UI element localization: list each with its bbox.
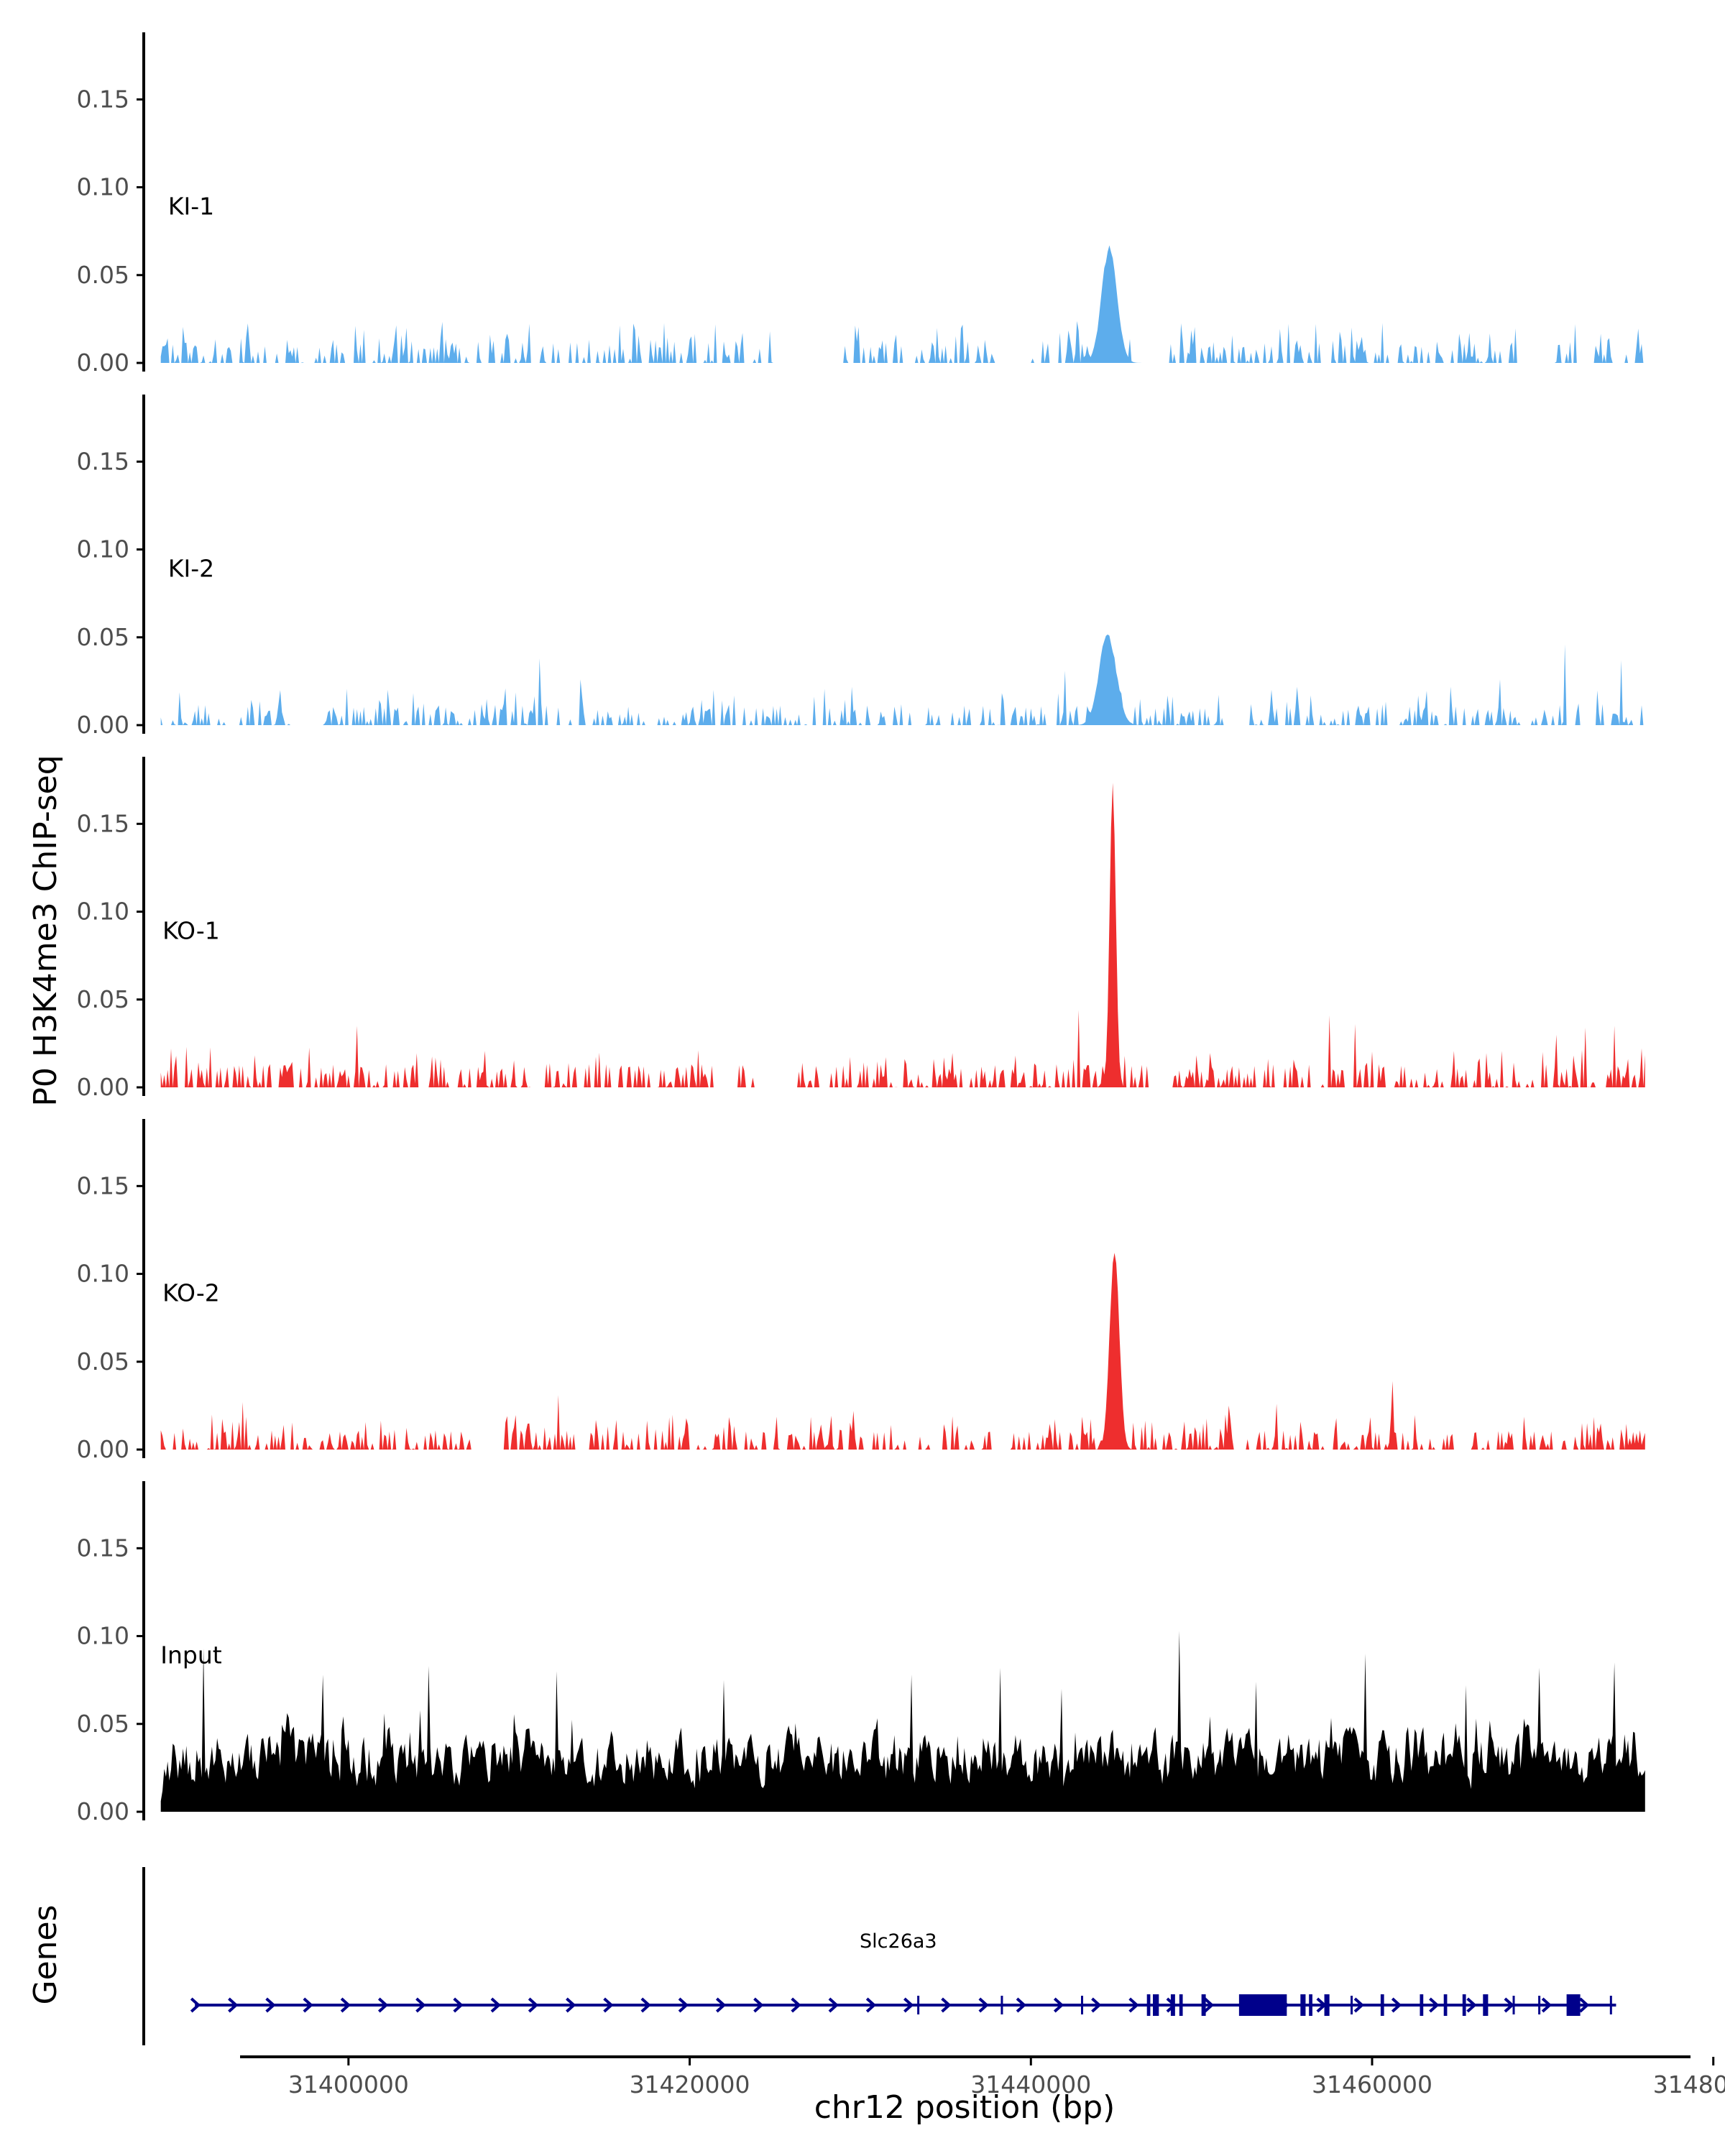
strand-arrow — [566, 1997, 576, 2013]
y-tick-label: 0.00 — [77, 1435, 129, 1463]
strand-arrow — [791, 1997, 801, 2013]
genes-axis-title: Genes — [27, 1904, 64, 2004]
axis-titles: P0 H3K4me3 ChIP-seq Genes chr12 position… — [27, 755, 1115, 2126]
strand-arrow — [265, 1997, 276, 2013]
track-label: KI-2 — [168, 554, 214, 582]
track-panel-KI-1: 0.00 0.05 0.10 0.15 KI-1 — [77, 32, 1645, 377]
y-tick-label: 0.15 — [77, 809, 129, 837]
strand-arrow — [1541, 1997, 1552, 2013]
signal-area-KI-2 — [160, 634, 1645, 725]
x-tick-label: 31460000 — [1312, 2070, 1432, 2099]
signal-area-KO-1 — [160, 783, 1645, 1087]
gene-exon — [1170, 1994, 1175, 2016]
gene-exon — [1201, 1994, 1206, 2016]
gene-track: Slc26a3 — [142, 1867, 1616, 2045]
y-tick-label: 0.00 — [77, 711, 129, 739]
strand-arrow — [1353, 1997, 1365, 2013]
strand-arrow — [1203, 1997, 1215, 2013]
y-tick-label: 0.15 — [77, 1534, 129, 1562]
gene-exon — [1380, 1994, 1384, 2016]
strand-arrow — [678, 1997, 689, 2013]
gene-exon — [1309, 1994, 1312, 2016]
strand-arrow — [828, 1997, 839, 2013]
y-tick-label: 0.15 — [77, 447, 129, 475]
track-panel-KI-2: 0.00 0.05 0.10 0.15 KI-2 — [77, 395, 1645, 739]
x-tick-label: 31480000 — [1653, 2070, 1725, 2099]
strand-arrow — [1579, 1997, 1590, 2013]
gene-exon — [1420, 1994, 1424, 2016]
strand-arrow — [603, 1997, 614, 2013]
gene-name-label: Slc26a3 — [860, 1930, 937, 1953]
strand-arrow — [415, 1997, 426, 2013]
track-label: KO-1 — [162, 916, 220, 944]
y-tick-label: 0.15 — [77, 1171, 129, 1199]
strand-arrow — [190, 1997, 201, 2013]
y-tick-label: 0.10 — [77, 1260, 129, 1288]
strand-arrow — [1053, 1997, 1064, 2013]
gene-exon — [1153, 1994, 1159, 2016]
strand-arrow — [1091, 1997, 1102, 2013]
strand-arrow — [1429, 1997, 1440, 2013]
x-axis: 31400000 31420000 31440000 31460000 31480000 — [240, 2055, 1725, 2099]
track-label: Input — [160, 1641, 222, 1669]
strand-arrow — [453, 1997, 464, 2013]
x-tick-label: 31400000 — [288, 2070, 409, 2099]
y-tick-label: 0.05 — [77, 985, 129, 1013]
strand-arrow — [1391, 1997, 1402, 2013]
strand-arrow — [903, 1997, 914, 2013]
track-label: KO-2 — [162, 1279, 220, 1307]
strand-arrow — [715, 1997, 727, 2013]
y-tick-label: 0.05 — [77, 1348, 129, 1376]
y-tick-label: 0.05 — [77, 1710, 129, 1738]
strand-arrow — [978, 1997, 989, 2013]
track-panel-KO-1: 0.00 0.05 0.10 0.15 KO-1 — [77, 757, 1645, 1101]
strand-arrow — [303, 1997, 313, 2013]
strand-arrow — [865, 1997, 877, 2013]
track-panel-Input: 0.00 0.05 0.10 0.15 Input — [77, 1481, 1645, 1825]
track-panel-KO-2: 0.00 0.05 0.10 0.15 KO-2 — [77, 1119, 1645, 1463]
strand-arrow — [1016, 1997, 1027, 2013]
strand-arrow — [1504, 1997, 1514, 2013]
y-tick-label: 0.05 — [77, 623, 129, 651]
y-axis-title: P0 H3K4me3 ChIP-seq — [27, 755, 64, 1106]
y-tick-label: 0.10 — [77, 1622, 129, 1650]
gene-exon — [1324, 1994, 1330, 2016]
strand-arrow — [753, 1997, 764, 2013]
y-tick-label: 0.15 — [77, 85, 129, 113]
gene-exon — [1443, 1994, 1448, 2016]
strand-arrow — [490, 1997, 501, 2013]
y-tick-label: 0.00 — [77, 1797, 129, 1825]
y-tick-label: 0.00 — [77, 349, 129, 377]
x-tick-label: 31420000 — [630, 2070, 750, 2099]
gene-exon — [1146, 1994, 1151, 2016]
strand-arrow — [377, 1997, 389, 2013]
strand-arrow — [228, 1997, 239, 2013]
y-tick-label: 0.10 — [77, 898, 129, 926]
strand-arrow — [941, 1997, 952, 2013]
strand-arrow — [1128, 1997, 1139, 2013]
y-tick-label: 0.10 — [77, 173, 129, 201]
y-tick-label: 0.00 — [77, 1073, 129, 1101]
signal-area-KI-1 — [160, 245, 1645, 363]
strand-arrow — [640, 1997, 651, 2013]
strand-arrow — [1466, 1997, 1477, 2013]
strand-arrow — [528, 1997, 539, 2013]
track-label: KI-1 — [168, 192, 214, 220]
gene-exon — [1300, 1994, 1306, 2016]
signal-area-Input — [160, 1631, 1645, 1812]
gene-exon — [1179, 1994, 1183, 2016]
y-tick-label: 0.10 — [77, 535, 129, 563]
y-tick-label: 0.05 — [77, 261, 129, 289]
gene-exon — [1566, 1994, 1581, 2016]
tracks-layer: 0.00 0.05 0.10 0.15 KI-1 0.00 0.05 0.10 0.15 KI-2… — [77, 32, 1645, 1825]
strand-arrow — [340, 1997, 351, 2013]
gene-exon — [1462, 1994, 1466, 2016]
x-axis-title: chr12 position (bp) — [814, 2089, 1116, 2126]
gene-exon — [1238, 1994, 1287, 2016]
gene-exon — [1483, 1994, 1489, 2016]
signal-area-KO-2 — [160, 1253, 1645, 1450]
x-tick-label: 31440000 — [970, 2070, 1091, 2099]
